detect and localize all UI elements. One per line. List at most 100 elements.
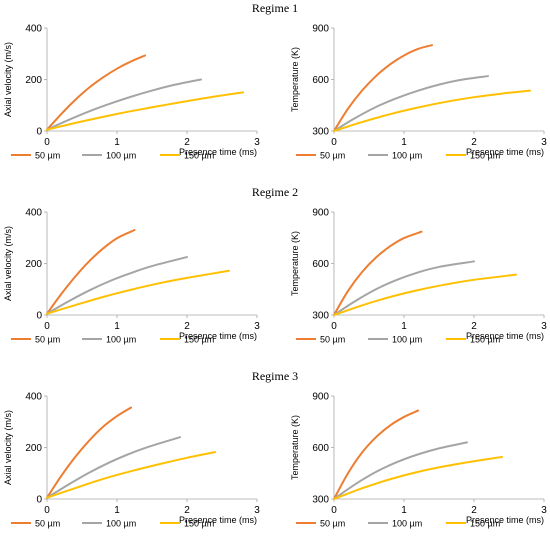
y-axis-label: Axial velocity (m/s) xyxy=(3,410,13,485)
y-tick-label: 0 xyxy=(36,495,42,506)
y-tick-label: 900 xyxy=(312,208,329,219)
x-tick-label: 0 xyxy=(44,137,50,148)
y-axis-label: Axial velocity (m/s) xyxy=(3,42,13,117)
x-tick-label: 2 xyxy=(184,321,190,332)
series-line-50um xyxy=(333,230,423,316)
y-axis-label: Temperature (K) xyxy=(290,47,300,112)
legend-label: 50 µm xyxy=(35,151,60,161)
series-line-100um xyxy=(46,256,188,315)
x-tick-label: 3 xyxy=(254,321,260,332)
series-line-100um xyxy=(46,78,202,131)
x-tick-label: 2 xyxy=(471,137,477,148)
legend-label: 50 µm xyxy=(35,519,60,529)
y-tick-label: 900 xyxy=(312,24,329,35)
legend-label: 150 µm xyxy=(470,335,500,345)
legend: 50 µm 100 µm 150 µm xyxy=(11,151,214,161)
x-tick-label: 2 xyxy=(184,505,190,516)
x-axis-label: Presence time (ms) xyxy=(466,515,544,525)
legend-label: 50 µm xyxy=(35,335,60,345)
y-tick-label: 600 xyxy=(312,75,329,86)
legend-label: 50 µm xyxy=(320,519,345,529)
y-tick-label: 400 xyxy=(25,392,42,403)
x-tick-label: 1 xyxy=(401,137,407,148)
legend-label: 100 µm xyxy=(392,519,422,529)
series-line-50um xyxy=(46,54,146,131)
regime-title: Regime 1 xyxy=(252,1,298,15)
x-axis-label: Presence time (ms) xyxy=(466,147,544,157)
y-tick-label: 400 xyxy=(25,208,42,219)
x-tick-label: 2 xyxy=(471,321,477,332)
series-line-50um xyxy=(333,44,433,132)
legend: 50 µm 100 µm 150 µm xyxy=(11,519,214,529)
legend-label: 150 µm xyxy=(470,519,500,529)
legend-label: 50 µm xyxy=(320,151,345,161)
series-line-100um xyxy=(333,441,468,500)
y-tick-label: 300 xyxy=(312,127,329,138)
legend-label: 150 µm xyxy=(184,335,214,345)
x-axis-label: Presence time (ms) xyxy=(179,515,257,525)
series-line-150um xyxy=(46,91,244,131)
x-tick-label: 0 xyxy=(331,137,337,148)
x-axis-label: Presence time (ms) xyxy=(179,147,257,157)
legend-label: 100 µm xyxy=(106,151,136,161)
x-tick-label: 0 xyxy=(331,321,337,332)
series-line-150um xyxy=(333,273,517,316)
legend-label: 150 µm xyxy=(184,151,214,161)
series-line-150um xyxy=(333,89,531,132)
legend: 50 µm 100 µm 150 µm xyxy=(296,151,500,161)
x-tick-label: 0 xyxy=(44,321,50,332)
x-tick-label: 1 xyxy=(401,505,407,516)
series-line-100um xyxy=(333,75,489,132)
x-tick-label: 1 xyxy=(114,505,120,516)
y-tick-label: 200 xyxy=(25,259,42,270)
x-tick-label: 3 xyxy=(541,321,547,332)
y-tick-label: 300 xyxy=(312,495,329,506)
y-axis-label: Temperature (K) xyxy=(290,415,300,480)
x-tick-label: 0 xyxy=(331,505,337,516)
series-line-150um xyxy=(46,269,230,315)
x-tick-label: 3 xyxy=(541,137,547,148)
x-tick-label: 2 xyxy=(184,137,190,148)
legend-label: 100 µm xyxy=(392,151,422,161)
x-axis-label: Presence time (ms) xyxy=(466,331,544,341)
series-line-50um xyxy=(46,406,132,499)
series-line-100um xyxy=(333,260,475,316)
y-tick-label: 600 xyxy=(312,259,329,270)
series-line-50um xyxy=(333,409,419,500)
y-axis-label: Temperature (K) xyxy=(290,231,300,296)
series-line-50um xyxy=(46,229,136,315)
regime-title: Regime 2 xyxy=(252,185,298,199)
x-tick-label: 3 xyxy=(254,505,260,516)
y-tick-label: 900 xyxy=(312,392,329,403)
x-tick-label: 0 xyxy=(44,505,50,516)
series-line-150um xyxy=(46,451,216,499)
legend-label: 150 µm xyxy=(184,519,214,529)
y-tick-label: 400 xyxy=(25,24,42,35)
legend-label: 150 µm xyxy=(470,151,500,161)
legend: 50 µm 100 µm 150 µm xyxy=(296,519,500,529)
y-tick-label: 200 xyxy=(25,443,42,454)
x-tick-label: 1 xyxy=(401,321,407,332)
legend-label: 50 µm xyxy=(320,335,345,345)
series-line-100um xyxy=(46,436,181,499)
legend: 50 µm 100 µm 150 µm xyxy=(11,335,214,345)
x-tick-label: 1 xyxy=(114,137,120,148)
legend: 50 µm 100 µm 150 µm xyxy=(296,335,500,345)
y-tick-label: 600 xyxy=(312,443,329,454)
x-axis-label: Presence time (ms) xyxy=(179,331,257,341)
x-tick-label: 2 xyxy=(471,505,477,516)
x-tick-label: 3 xyxy=(254,137,260,148)
legend-label: 100 µm xyxy=(106,335,136,345)
x-tick-label: 3 xyxy=(541,505,547,516)
y-axis-label: Axial velocity (m/s) xyxy=(3,226,13,301)
legend-label: 100 µm xyxy=(392,335,422,345)
